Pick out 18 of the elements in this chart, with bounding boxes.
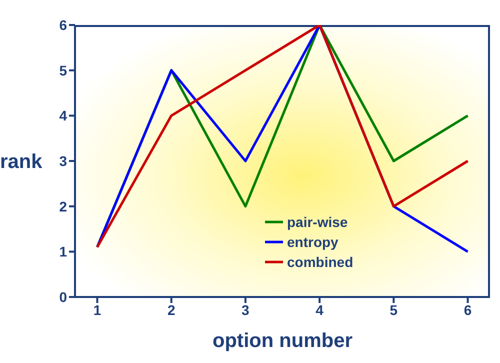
- y-tick-label: 6: [59, 16, 68, 33]
- y-tick-label: 0: [59, 288, 68, 305]
- x-tick-label: 4: [316, 302, 324, 318]
- y-axis-title: rank: [0, 151, 44, 174]
- y-tick-label: 1: [59, 244, 68, 260]
- y-tick-label: 3: [59, 152, 68, 169]
- x-tick-label: 2: [167, 302, 176, 318]
- x-axis-title: option number: [212, 330, 353, 352]
- y-tick-label: 4: [59, 108, 68, 124]
- x-tick-label: 5: [390, 302, 398, 318]
- legend-label: combined: [287, 254, 354, 270]
- x-tick-label: 6: [464, 302, 472, 318]
- legend-label: pair-wise: [287, 214, 348, 230]
- x-tick-label: 1: [93, 302, 102, 318]
- y-tick-label: 2: [59, 198, 68, 214]
- x-tick-label: 3: [242, 302, 250, 318]
- legend-label: entropy: [287, 234, 338, 250]
- y-tick-label: 5: [59, 62, 68, 78]
